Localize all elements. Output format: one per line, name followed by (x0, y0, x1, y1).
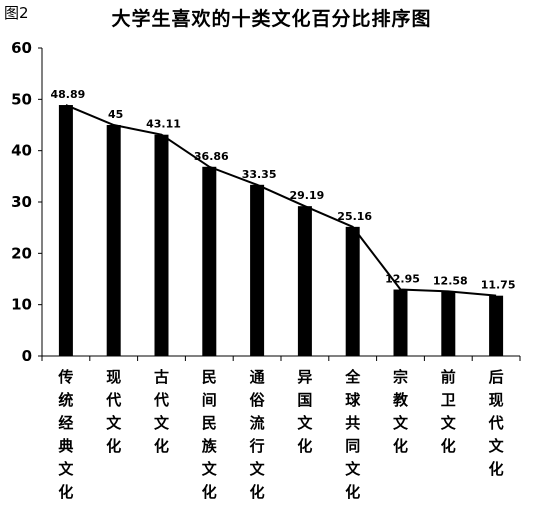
category-label: 通俗流行文化 (249, 368, 266, 501)
data-label: 45 (108, 108, 123, 121)
bar (489, 296, 503, 356)
category-label: 后现代文化 (488, 368, 505, 478)
y-tick-label: 10 (11, 296, 32, 314)
y-tick-label: 20 (11, 244, 32, 262)
category-label: 现代文化 (105, 368, 122, 455)
bars-group (59, 105, 503, 356)
trend-line (66, 105, 496, 296)
data-label: 43.11 (146, 118, 181, 131)
bar (202, 167, 216, 356)
data-label: 33.35 (242, 168, 277, 181)
y-tick-label: 40 (11, 142, 32, 160)
data-label: 11.75 (481, 279, 516, 292)
trend-line-group (66, 105, 496, 296)
bar (107, 125, 121, 356)
y-tick-label: 30 (11, 193, 32, 211)
category-label: 古代文化 (153, 368, 170, 455)
data-label: 48.89 (51, 88, 86, 101)
y-tick-label: 0 (22, 347, 32, 365)
category-label: 异国文化 (297, 368, 313, 455)
data-label: 25.16 (337, 210, 372, 223)
data-label: 36.86 (194, 150, 229, 163)
category-label: 前卫文化 (441, 368, 457, 455)
bar (298, 206, 312, 356)
bar (394, 290, 408, 356)
category-labels-group: 传统经典文化 现代文化 古代文化 民间民族文化 通俗流行文化 异国文化 全球共同文化 宗教文化… (57, 368, 504, 501)
bar (346, 227, 360, 356)
category-label: 传统经典文化 (57, 368, 74, 501)
y-tick-label: 50 (11, 90, 32, 108)
bar (250, 185, 264, 356)
data-label: 12.58 (433, 274, 468, 287)
category-label: 全球共同文化 (344, 368, 361, 501)
bar (441, 291, 455, 356)
category-label: 民间民族文化 (202, 368, 218, 501)
bar (59, 105, 73, 356)
y-tick-label: 60 (11, 39, 32, 57)
data-label: 12.95 (385, 273, 420, 286)
bar (155, 135, 169, 356)
data-label: 29.19 (290, 189, 325, 202)
category-label: 宗教文化 (392, 368, 409, 455)
